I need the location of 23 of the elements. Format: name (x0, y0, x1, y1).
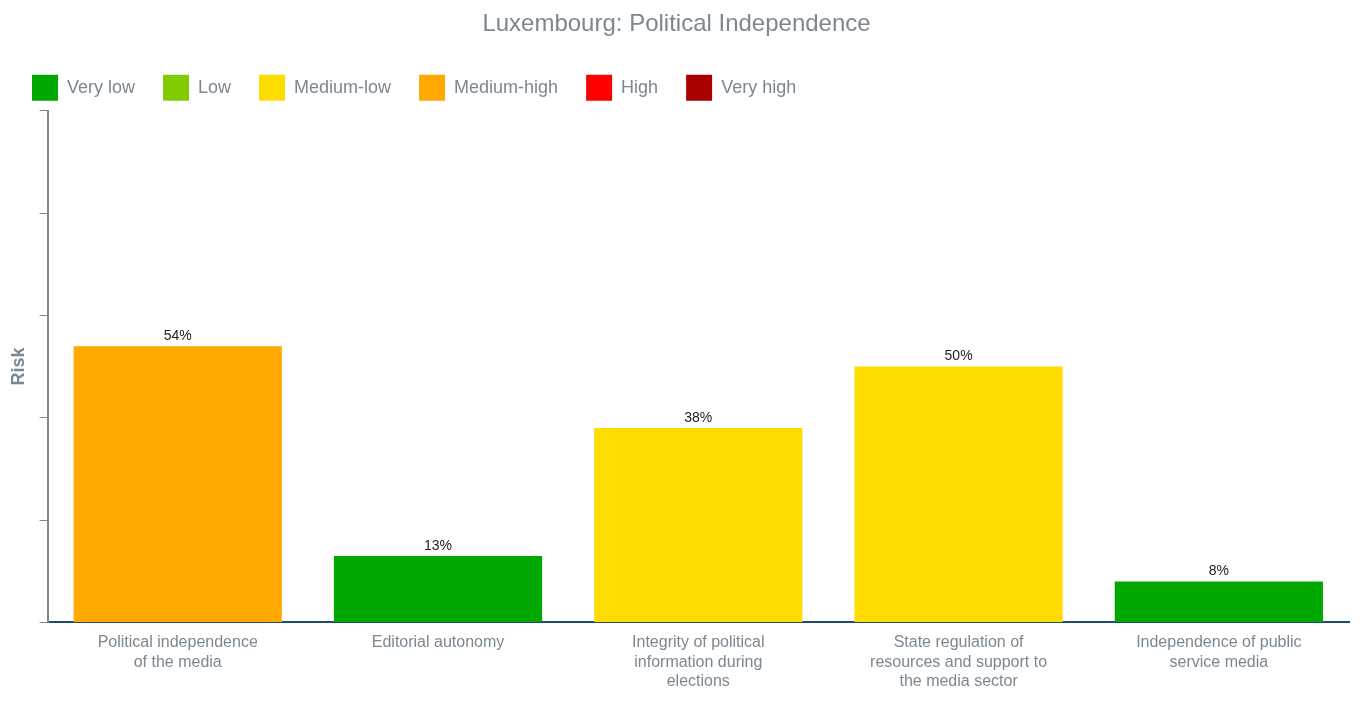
data-label: 13% (424, 536, 453, 553)
legend-label: Very high (721, 76, 797, 97)
x-tick-label: Independence of public service media (1136, 633, 1302, 670)
x-tick-label: Political independence of the media (97, 633, 258, 670)
legend-label: Low (198, 76, 233, 97)
bar (1114, 581, 1323, 622)
bar (333, 555, 543, 622)
x-tick-label: Integrity of political information during elections (632, 633, 765, 689)
legend-label: Very low (67, 76, 137, 97)
bar (73, 346, 282, 622)
y-axis-title: Risk (7, 346, 28, 386)
data-label: 38% (684, 408, 713, 425)
x-tick-label: Editorial autonomy (371, 633, 505, 651)
data-label: 50% (944, 347, 973, 364)
legend-label: Medium-high (454, 76, 559, 97)
chart-title: Luxembourg: Political Independence (482, 9, 871, 37)
legend-label: High (621, 76, 659, 97)
legend-label: Medium-low (294, 76, 393, 97)
data-label: 54% (163, 327, 192, 343)
bar (854, 366, 1063, 622)
x-tick-label: State regulation of resources and support to the media sector (870, 633, 1048, 689)
bar (594, 427, 803, 622)
data-label: 8% (1208, 562, 1229, 579)
